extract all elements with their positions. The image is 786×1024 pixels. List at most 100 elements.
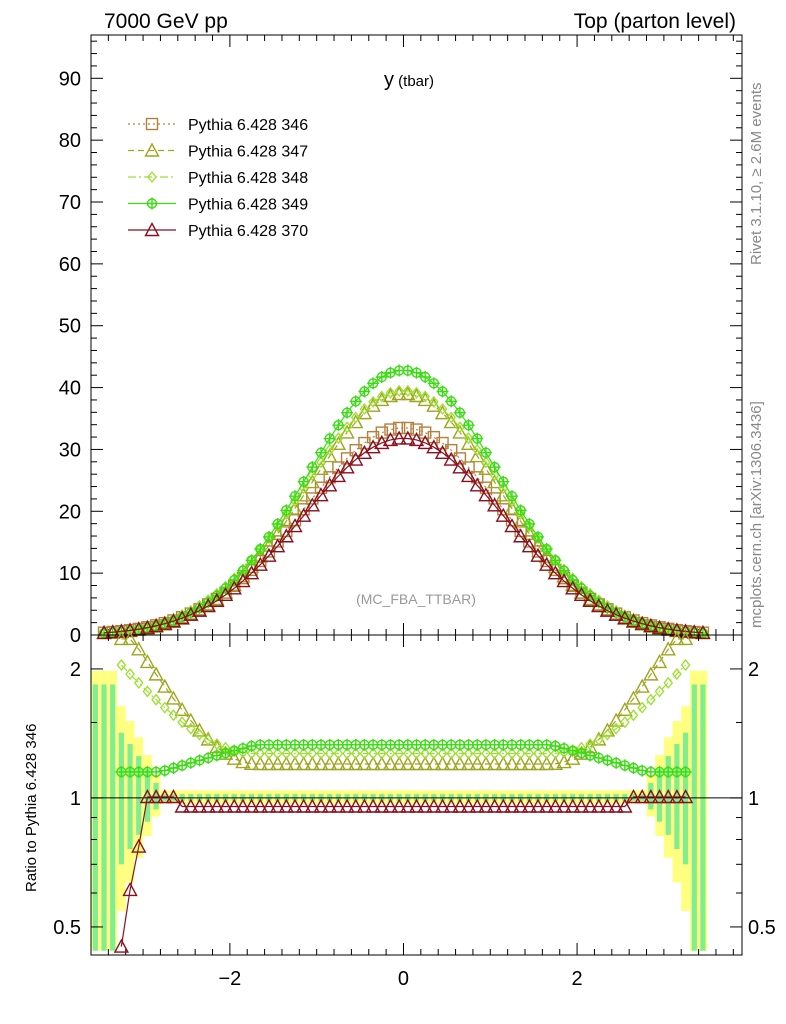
uncertainty-band-green [587, 794, 593, 801]
ratio-point-s370 [512, 798, 529, 813]
ratio-point-s348 [333, 747, 344, 760]
data-point-s347 [295, 487, 312, 502]
uncertainty-band-green [439, 794, 446, 801]
data-point-s370 [243, 565, 260, 580]
uncertainty-band-green [379, 794, 385, 801]
header-left-label: 7000 GeV pp [104, 10, 228, 33]
ratio-point-s370 [426, 798, 442, 813]
data-point-s370 [634, 615, 650, 630]
ratio-point-s348 [628, 709, 639, 722]
plot-title-main: y [384, 69, 394, 91]
data-point-s347 [452, 424, 468, 439]
data-point-s348 [281, 507, 292, 520]
data-point-s370 [139, 619, 156, 634]
ratio-point-s370 [348, 798, 364, 813]
ratio-y-tick-label: 1 [748, 788, 759, 810]
uncertainty-band-green [535, 794, 541, 801]
ratio-point-s347 [452, 756, 468, 771]
data-point-s349 [471, 432, 484, 445]
ratio-point-s347 [643, 666, 659, 681]
ratio-point-s370 [443, 798, 459, 813]
data-point-s346 [323, 471, 336, 484]
ratio-point-s348 [185, 722, 196, 735]
data-point-s346 [401, 421, 415, 435]
legend-label-s349: Pythia 6.428 349 [188, 197, 308, 214]
data-point-s347 [504, 500, 520, 515]
data-point-s349-cross [419, 371, 432, 384]
ratio-point-s370 [495, 798, 511, 813]
data-point-s349 [297, 475, 310, 488]
ratio-point-s349-cross [228, 744, 241, 757]
data-point-s370 [530, 547, 546, 562]
data-point-s349 [445, 395, 458, 408]
uncertainty-band-green [552, 794, 558, 801]
data-point-s370 [539, 556, 555, 571]
ratio-point-s347 [617, 701, 633, 717]
ratio-line-s348 [120, 664, 687, 755]
ratio-y-axis-label: Ratio to Pythia 6.428 346 [23, 724, 40, 892]
data-point-s349-cross [271, 517, 284, 530]
ratio-point-s349-cross [566, 744, 579, 757]
ratio-point-s370 [113, 938, 130, 953]
uncertainty-band-green [361, 794, 368, 801]
ratio-point-s347 [651, 653, 668, 669]
ratio-point-s348 [619, 716, 630, 729]
mcplots-label: mcplots.cern.ch [arXiv:1306.3436] [748, 401, 765, 628]
data-point-s346 [445, 443, 458, 457]
ratio-point-s348 [203, 733, 214, 746]
ratio-point-s370 [183, 798, 199, 813]
data-point-s370 [295, 507, 312, 522]
data-point-s347 [322, 448, 338, 463]
uncertainty-band-green [544, 794, 550, 801]
ratio-point-s348 [168, 709, 179, 722]
legend-marker-s349 [146, 197, 158, 210]
data-point-s370 [417, 434, 433, 450]
uncertainty-band-green [179, 794, 185, 801]
ratio-point-s370 [539, 798, 555, 813]
ratio-point-s347 [512, 756, 529, 771]
data-point-s349-cross [332, 419, 345, 432]
data-point-s348 [420, 390, 431, 403]
ratio-point-s370 [582, 798, 598, 813]
ratio-point-s370 [304, 798, 321, 813]
data-point-s349-cross [288, 490, 301, 503]
data-point-s349 [271, 517, 284, 530]
data-point-s370 [504, 518, 520, 533]
data-point-s370 [269, 538, 286, 553]
data-point-s348 [429, 395, 439, 408]
ratio-point-s347 [660, 641, 676, 656]
data-point-s349 [488, 461, 501, 474]
data-point-s370 [278, 528, 294, 543]
ratio-point-s370 [165, 789, 182, 804]
data-point-s349-cross [462, 419, 475, 432]
uncertainty-band-green [700, 684, 706, 951]
uncertainty-band-green [613, 794, 619, 801]
data-point-s347 [417, 391, 433, 407]
ratio-point-s349-cross [184, 756, 197, 769]
data-point-s349 [367, 377, 380, 390]
data-point-s370 [669, 622, 685, 637]
ratio-point-s370 [677, 789, 694, 804]
ratio-point-s370 [634, 789, 650, 804]
ratio-point-s370 [322, 798, 338, 813]
ratio-point-s349-cross [176, 759, 189, 772]
x-tick-label: −2 [218, 968, 241, 990]
data-point-s349 [306, 461, 319, 474]
uncertainty-band-green [318, 794, 324, 801]
ratio-point-s348 [463, 747, 474, 760]
data-point-s348 [350, 411, 361, 424]
ratio-point-s347 [365, 756, 381, 771]
ratio-point-s370 [460, 798, 477, 813]
data-point-s346 [384, 423, 397, 436]
ratio-point-s370 [200, 798, 216, 813]
data-point-s370 [478, 487, 494, 502]
data-point-s370 [400, 430, 416, 445]
uncertainty-band-green [196, 794, 203, 801]
ratio-point-s347 [391, 756, 407, 771]
ratio-point-s370 [278, 798, 294, 813]
ratio-point-s348 [429, 747, 439, 760]
ratio-point-s348 [446, 747, 457, 760]
data-point-s346 [418, 426, 432, 439]
uncertainty-band-green [665, 756, 671, 835]
